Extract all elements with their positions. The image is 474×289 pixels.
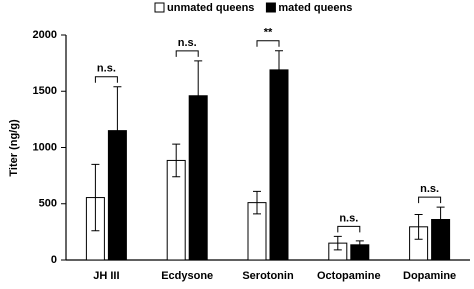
significance-bracket bbox=[175, 50, 199, 57]
x-tick-label: Octopamine bbox=[317, 270, 381, 282]
legend-swatch bbox=[154, 2, 165, 13]
y-axis-label: Titer (ng/g) bbox=[8, 119, 20, 177]
error-bar bbox=[333, 235, 342, 251]
significance-bracket bbox=[94, 76, 118, 83]
y-tick-label: 1500 bbox=[33, 85, 57, 97]
error-bar bbox=[194, 60, 203, 132]
x-tick-label: Serotonin bbox=[242, 270, 294, 282]
y-tick-label: 2000 bbox=[33, 29, 57, 41]
significance-bracket bbox=[337, 225, 361, 233]
significance-label: ** bbox=[264, 27, 273, 39]
legend-label: mated queens bbox=[278, 2, 352, 14]
x-tick-label: JH III bbox=[93, 270, 119, 282]
significance-label: n.s. bbox=[97, 63, 116, 75]
error-bar bbox=[355, 240, 364, 250]
legend-swatch bbox=[265, 2, 276, 13]
significance-bracket bbox=[418, 196, 442, 204]
y-tick-label: 0 bbox=[51, 254, 57, 266]
y-tick-label: 1000 bbox=[33, 141, 57, 153]
x-tick-label: Dopamine bbox=[403, 270, 456, 282]
bar bbox=[269, 69, 289, 261]
error-bar bbox=[253, 190, 261, 215]
error-bar bbox=[172, 143, 181, 178]
x-tick-label: Ecdysone bbox=[161, 270, 213, 282]
significance-label: n.s. bbox=[339, 212, 358, 224]
error-bar bbox=[414, 213, 423, 240]
significance-label: n.s. bbox=[420, 183, 439, 195]
significance-label: n.s. bbox=[178, 37, 197, 49]
error-bar bbox=[91, 163, 100, 232]
error-bar bbox=[436, 206, 445, 233]
y-tick-label: 500 bbox=[39, 198, 57, 210]
significance-bracket bbox=[256, 40, 280, 47]
error-bar bbox=[275, 50, 283, 90]
error-bar bbox=[113, 86, 122, 175]
legend-label: unmated queens bbox=[167, 2, 254, 14]
